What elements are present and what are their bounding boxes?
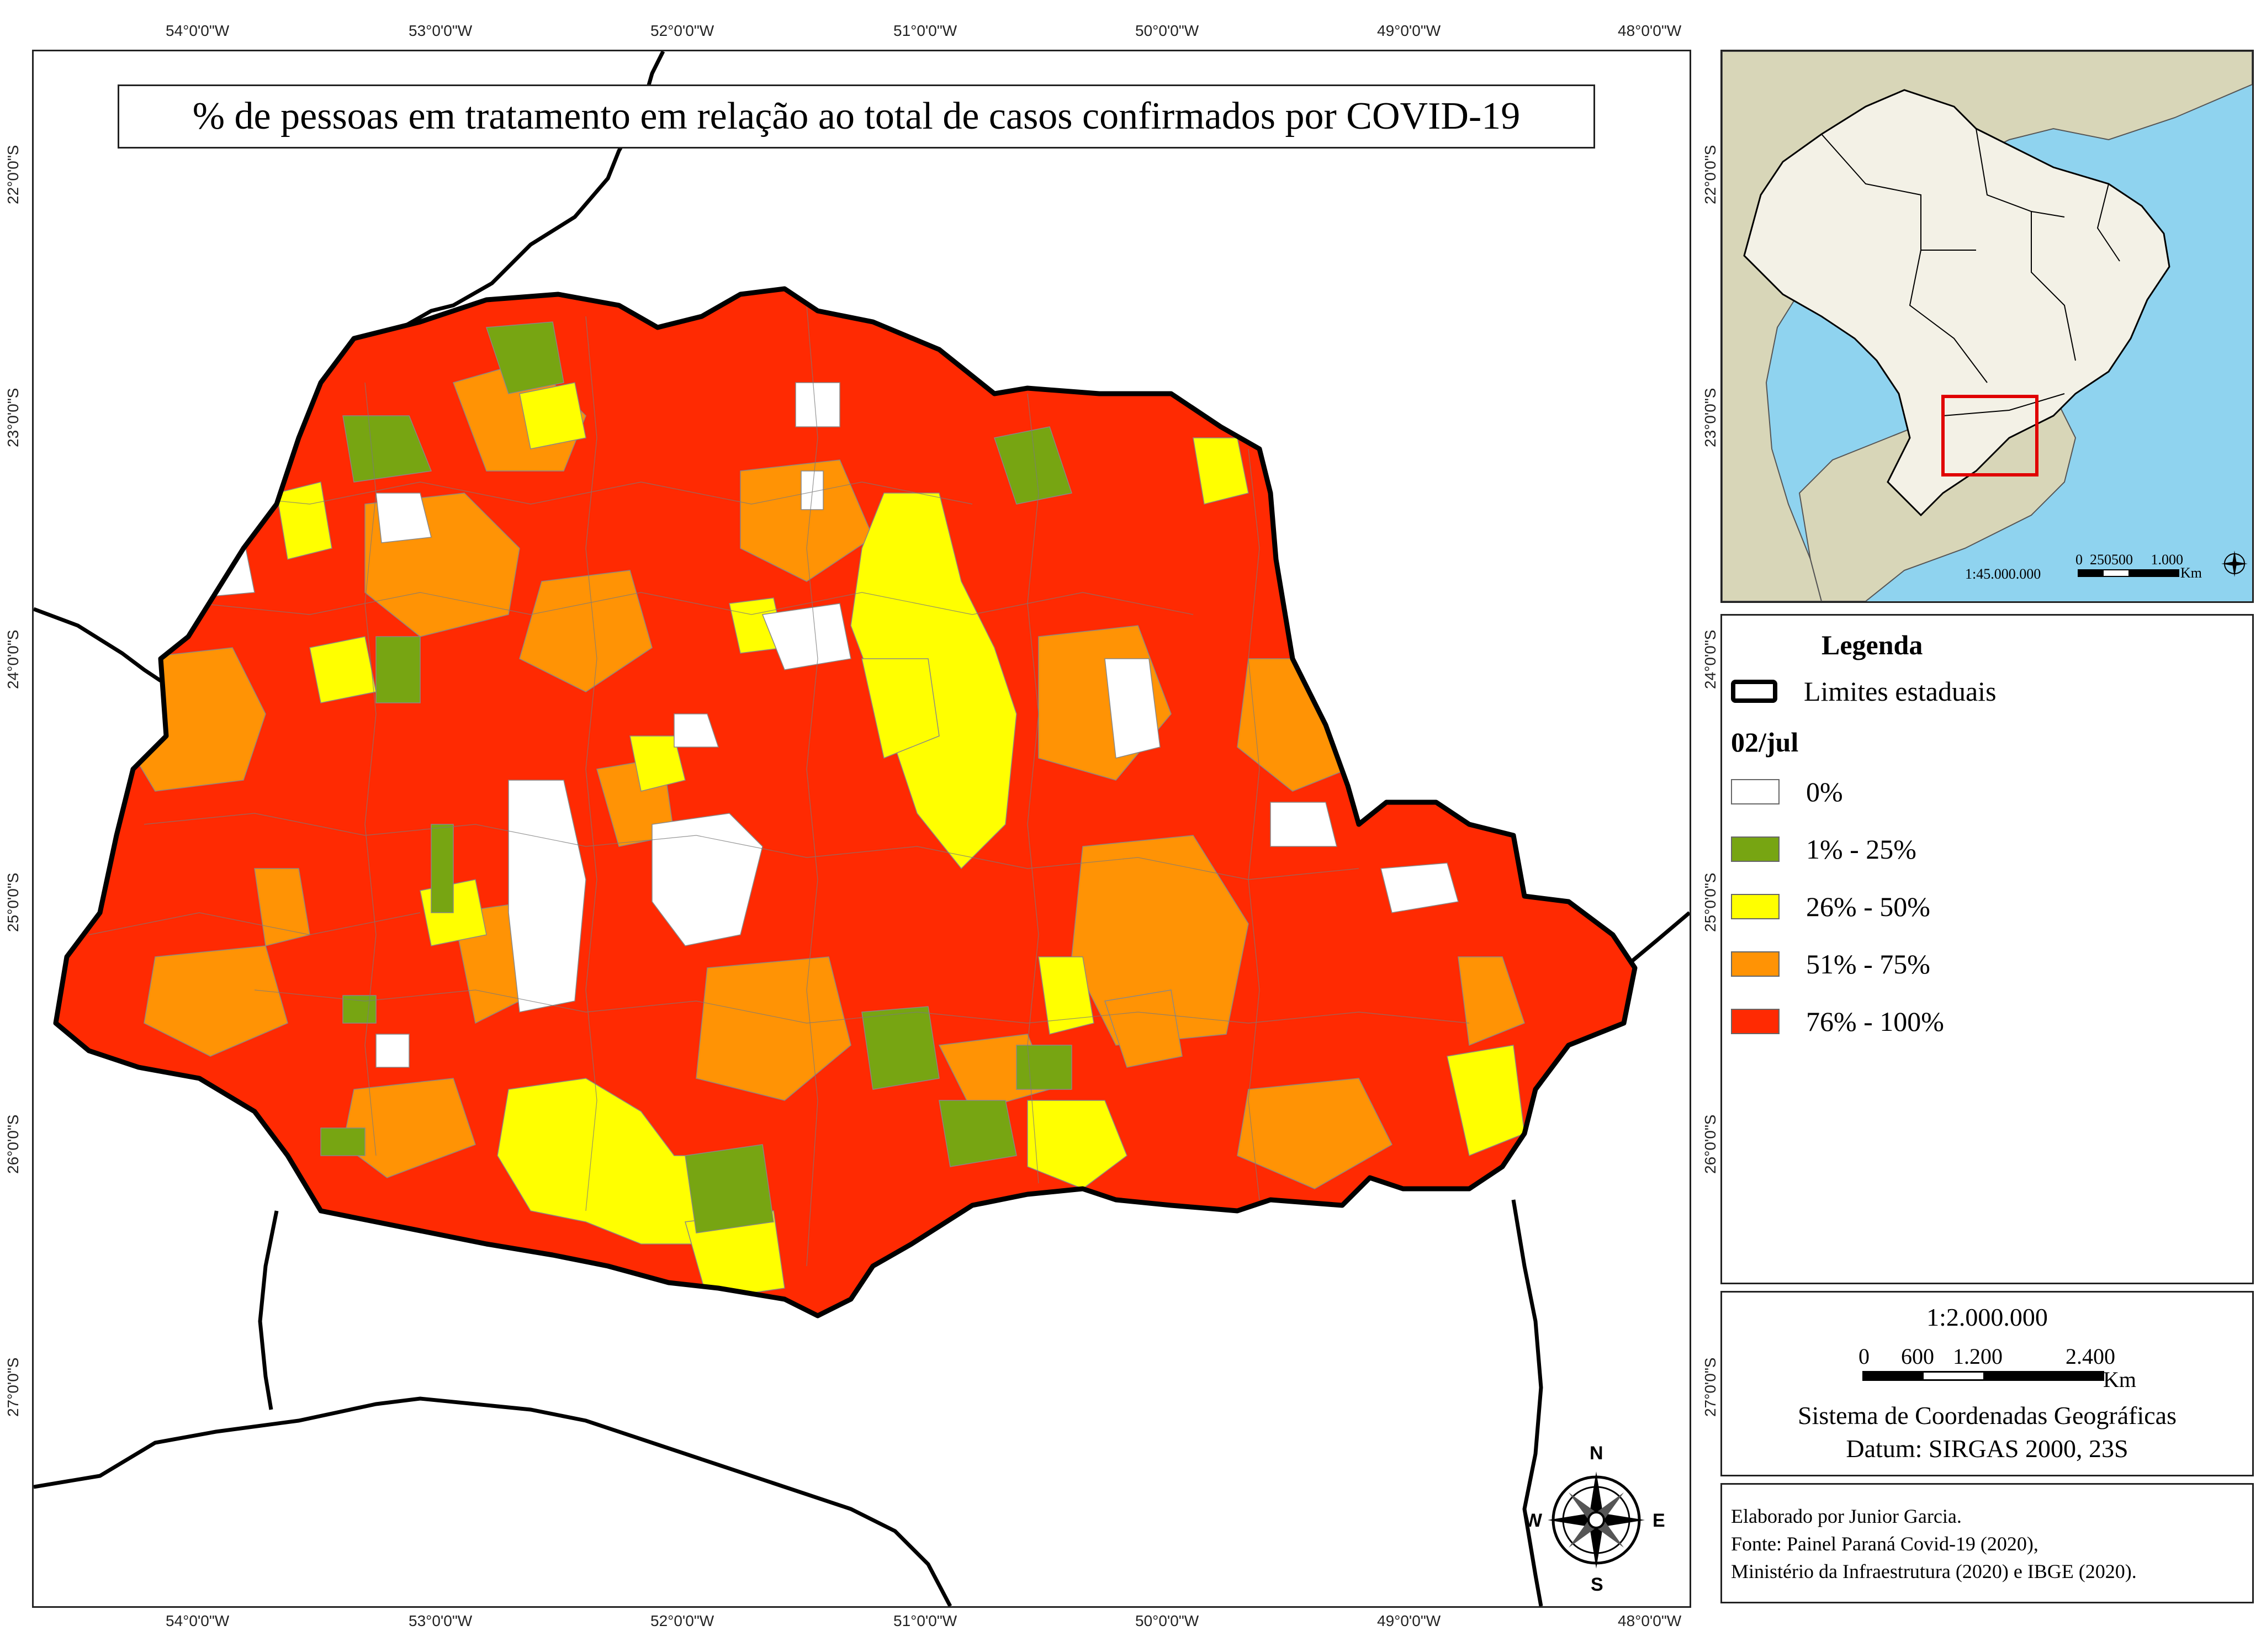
legend-label: 0%	[1806, 776, 1843, 807]
lon-tick: 52°0'0"W	[650, 22, 714, 39]
lat-tick: 23°0'0"S	[4, 388, 22, 447]
map-title: % de pessoas em tratamento em relação ao…	[118, 84, 1595, 149]
legend-item: 1% - 25%	[1731, 833, 1944, 865]
inset-scale: 1:45.000.000 0 250500 1.000 Km	[1965, 552, 2202, 582]
legend-label: 1% - 25%	[1806, 834, 1916, 865]
south-label: S	[1591, 1574, 1603, 1595]
lon-tick: 54°0'0"W	[166, 22, 230, 39]
legend-item: 26% - 50%	[1731, 891, 1944, 923]
west-label: W	[1524, 1510, 1543, 1531]
inset-north-icon	[2219, 548, 2250, 579]
inset-scale-text: 1:45.000.000	[1965, 566, 2041, 582]
legend-item: 0%	[1731, 776, 1944, 808]
lat-tick: 22°0'0"S	[4, 145, 22, 204]
legend-panel: Legenda Limites estaduais 02/jul 0% 1% -…	[1720, 614, 2254, 1284]
legend-date: 02/jul	[1731, 727, 1799, 758]
inset-scale-unit: Km	[2180, 565, 2202, 581]
parana-state-limit	[53, 286, 1638, 1319]
lat-tick: 23°0'0"S	[1702, 388, 1719, 447]
lat-tick: 27°0'0"S	[1702, 1357, 1719, 1417]
lat-tick: 25°0'0"S	[1702, 872, 1719, 932]
lat-tick: 26°0'0"S	[4, 1114, 22, 1174]
lon-tick: 53°0'0"W	[409, 1612, 473, 1629]
scale-number: 0	[1858, 1344, 1870, 1369]
inset-map: 1:45.000.000 0 250500 1.000 Km	[1720, 50, 2254, 603]
brazil-shape	[1743, 89, 2170, 517]
legend-label: Limites estaduais	[1804, 676, 1997, 707]
lat-tick: 27°0'0"S	[4, 1357, 22, 1417]
lon-tick: 51°0'0"W	[893, 1612, 957, 1629]
legend-item: 76% - 100%	[1731, 1005, 1944, 1037]
crs-text: Sistema de Coordenadas Geográficas	[1798, 1401, 2177, 1429]
legend-swatch	[1731, 836, 1780, 862]
lon-tick: 52°0'0"W	[650, 1612, 714, 1629]
legend-swatch	[1731, 894, 1780, 919]
north-arrow: N S W E	[1524, 1432, 1668, 1597]
credits-author: Elaborado por Junior Garcia.	[1731, 1505, 1962, 1527]
lat-tick: 22°0'0"S	[1702, 145, 1719, 204]
legend-item: 51% - 75%	[1731, 948, 1944, 980]
lon-tick: 49°0'0"W	[1377, 1612, 1441, 1629]
state-limit-swatch	[1731, 680, 1777, 703]
legend-swatch	[1731, 1009, 1780, 1034]
legend-label: 51% - 75%	[1806, 949, 1930, 979]
lon-tick: 48°0'0"W	[1618, 22, 1682, 39]
scale-unit: Km	[2103, 1367, 2136, 1392]
lon-tick: 50°0'0"W	[1135, 1612, 1199, 1629]
main-map: % de pessoas em tratamento em relação ao…	[32, 50, 1691, 1608]
legend-title: Legenda	[1821, 629, 1923, 660]
lon-tick: 53°0'0"W	[409, 22, 473, 39]
north-label: N	[1590, 1443, 1603, 1464]
legend-label: 76% - 100%	[1806, 1006, 1944, 1037]
scale-number: 2.400	[2066, 1344, 2115, 1369]
legend-classes: 0% 1% - 25% 26% - 50% 51% - 75% 76% - 10…	[1731, 776, 1944, 1037]
lat-tick: 24°0'0"S	[1702, 629, 1719, 689]
inset-scale-numbers: 0 250500 1.000	[2075, 552, 2183, 568]
credits-source: Ministério da Infraestrutura (2020) e IB…	[1731, 1560, 2137, 1582]
credits-panel: Elaborado por Junior Garcia. Fonte: Pain…	[1720, 1483, 2254, 1603]
municipalities	[56, 289, 1635, 1316]
legend-swatch	[1731, 951, 1780, 977]
lat-tick: 26°0'0"S	[1702, 1114, 1719, 1174]
parana-map	[34, 51, 1690, 1606]
scale-ratio: 1:2.000.000	[1926, 1303, 2048, 1331]
lon-tick: 50°0'0"W	[1135, 22, 1199, 39]
lon-tick: 51°0'0"W	[893, 22, 957, 39]
scale-bar	[1862, 1371, 2104, 1381]
lon-tick: 48°0'0"W	[1618, 1612, 1682, 1629]
parana-highlight	[1941, 395, 2038, 476]
datum-text: Datum: SIRGAS 2000, 23S	[1846, 1434, 2128, 1463]
legend-swatch	[1731, 779, 1780, 804]
inset-scale-bar	[2078, 569, 2179, 577]
legend-label: 26% - 50%	[1806, 891, 1930, 922]
scale-number: 600	[1901, 1344, 1934, 1369]
map-title-text: % de pessoas em tratamento em relação ao…	[192, 95, 1521, 137]
lon-tick: 54°0'0"W	[166, 1612, 230, 1629]
lat-tick: 25°0'0"S	[4, 872, 22, 932]
lon-tick: 49°0'0"W	[1377, 22, 1441, 39]
legend-item-state-limits: Limites estaduais	[1731, 675, 1997, 707]
scale-panel: 1:2.000.000 0 600 1.200 2.400 Km Sistema…	[1720, 1291, 2254, 1476]
east-label: E	[1653, 1510, 1665, 1531]
credits-source: Fonte: Painel Paraná Covid-19 (2020),	[1731, 1533, 2038, 1555]
scale-number: 1.200	[1953, 1344, 2003, 1369]
lat-tick: 24°0'0"S	[4, 629, 22, 689]
